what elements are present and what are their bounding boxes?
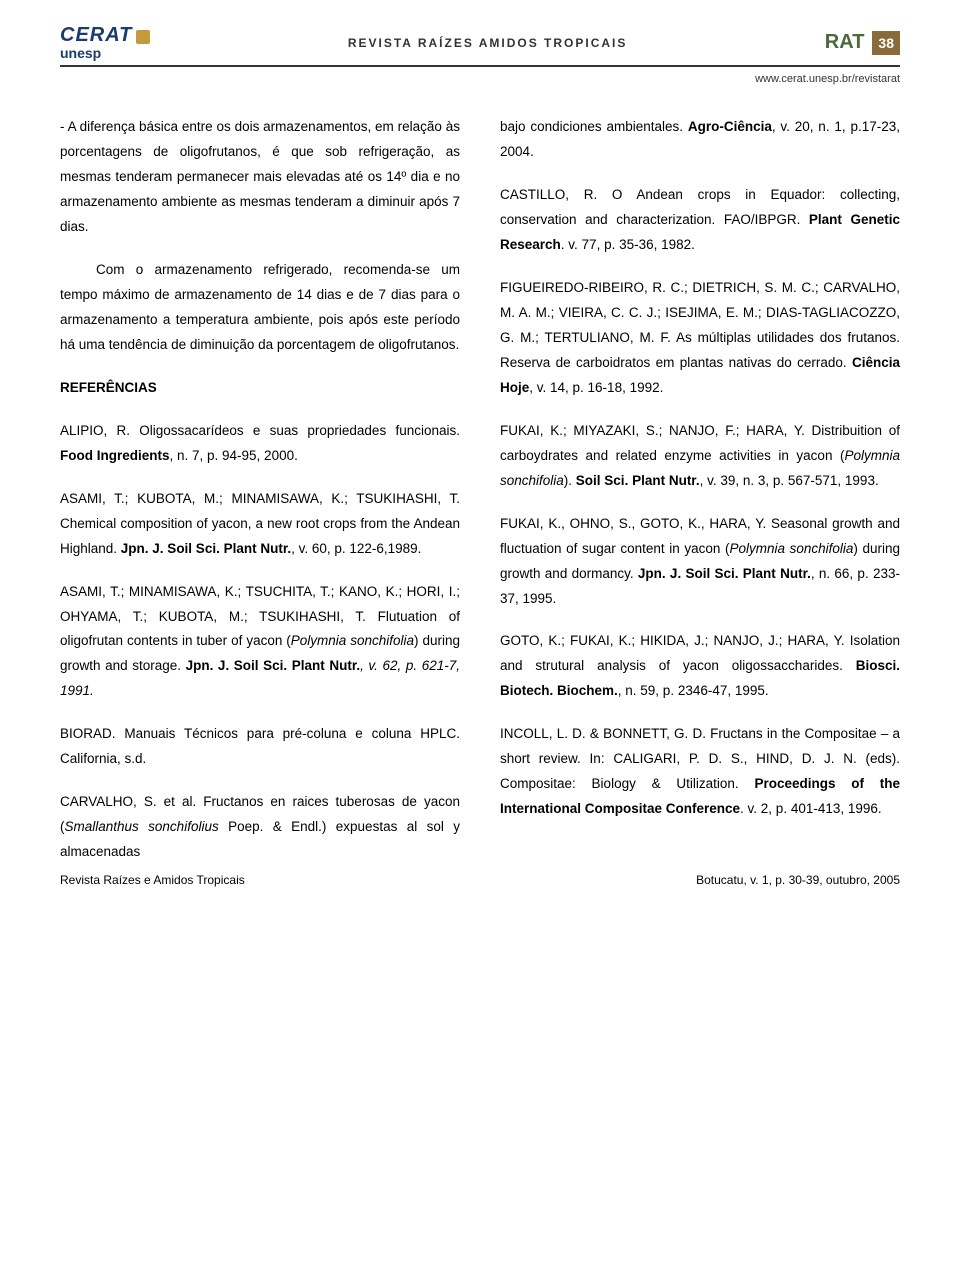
footer-left: Revista Raízes e Amidos Tropicais <box>60 873 245 887</box>
body-para-2: Com o armazenamento refrigerado, recomen… <box>60 258 460 358</box>
reference-6: CASTILLO, R. O Andean crops in Equador: … <box>500 183 900 258</box>
journal-url: www.cerat.unesp.br/revistarat <box>60 73 900 85</box>
references-heading: REFERÊNCIAS <box>60 376 460 401</box>
reference-9: FUKAI, K., OHNO, S., GOTO, K., HARA, Y. … <box>500 512 900 612</box>
footer-right: Botucatu, v. 1, p. 30-39, outubro, 2005 <box>696 873 900 887</box>
body-para-1: - A diferença básica entre os dois armaz… <box>60 115 460 240</box>
reference-1: ALIPIO, R. Oligossacarídeos e suas propr… <box>60 419 460 469</box>
rat-logo: RAT <box>825 31 865 54</box>
page-footer: Revista Raízes e Amidos Tropicais Botuca… <box>60 873 900 887</box>
page-number-badge: 38 <box>872 31 900 55</box>
left-column: - A diferença básica entre os dois armaz… <box>60 115 460 865</box>
reference-4: BIORAD. Manuais Técnicos para pré-coluna… <box>60 722 460 772</box>
reference-3: ASAMI, T.; MINAMISAWA, K.; TSUCHITA, T.;… <box>60 580 460 705</box>
content-columns: - A diferença básica entre os dois armaz… <box>60 115 900 865</box>
journal-title: REVISTA RAÍZES AMIDOS TROPICAIS <box>348 36 628 50</box>
cerat-text: CERAT <box>60 24 132 46</box>
rat-acronym: RAT <box>825 31 865 54</box>
reference-7: FIGUEIREDO-RIBEIRO, R. C.; DIETRICH, S. … <box>500 276 900 401</box>
reference-5: CARVALHO, S. et al. Fructanos en raices … <box>60 790 460 865</box>
cerat-dot-icon <box>136 30 150 44</box>
right-column: bajo condiciones ambientales. Agro-Ciênc… <box>500 115 900 865</box>
center-title-text: REVISTA RAÍZES AMIDOS TROPICAIS <box>348 36 628 50</box>
logo-cerat: CERAT unesp <box>60 24 150 61</box>
reference-10: GOTO, K.; FUKAI, K.; HIKIDA, J.; NANJO, … <box>500 629 900 704</box>
page-header: CERAT unesp REVISTA RAÍZES AMIDOS TROPIC… <box>60 24 900 67</box>
reference-2: ASAMI, T.; KUBOTA, M.; MINAMISAWA, K.; T… <box>60 487 460 562</box>
unesp-text: unesp <box>60 45 150 61</box>
reference-5-cont: bajo condiciones ambientales. Agro-Ciênc… <box>500 115 900 165</box>
reference-11: INCOLL, L. D. & BONNETT, G. D. Fructans … <box>500 722 900 822</box>
reference-8: FUKAI, K.; MIYAZAKI, S.; NANJO, F.; HARA… <box>500 419 900 494</box>
